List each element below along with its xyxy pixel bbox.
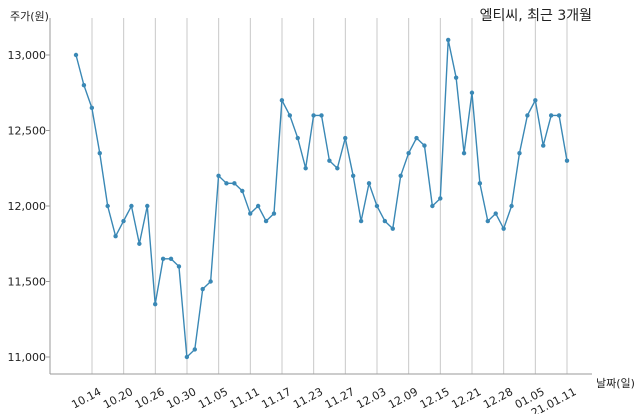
data-point bbox=[160, 256, 166, 262]
data-point bbox=[556, 113, 562, 118]
data-point bbox=[176, 264, 182, 269]
x-tick-label: 10.26 bbox=[133, 385, 167, 411]
series-layer bbox=[73, 37, 570, 360]
y-tick-label: 11,500 bbox=[8, 276, 47, 289]
chart-title: 엘티씨, 최근 3개월 bbox=[480, 8, 592, 24]
data-point bbox=[398, 173, 403, 178]
data-point bbox=[168, 256, 174, 262]
data-point bbox=[184, 354, 190, 360]
y-tick-label: 11,000 bbox=[8, 351, 47, 364]
data-point bbox=[343, 135, 348, 141]
data-point bbox=[493, 211, 498, 216]
data-point bbox=[430, 203, 435, 209]
data-point bbox=[287, 113, 293, 118]
x-tick-label: 12.21 bbox=[449, 385, 483, 411]
data-point bbox=[406, 150, 411, 156]
x-axis-label: 날짜(일) bbox=[596, 376, 635, 390]
x-tick-label: 12.09 bbox=[386, 385, 420, 411]
data-point bbox=[525, 113, 530, 118]
data-point bbox=[208, 279, 213, 284]
x-tick-label: 10.30 bbox=[164, 385, 198, 411]
grid-layer bbox=[91, 18, 568, 374]
data-point bbox=[295, 135, 300, 141]
data-point bbox=[232, 181, 237, 186]
data-point bbox=[509, 203, 514, 209]
data-point bbox=[446, 37, 451, 43]
data-point bbox=[97, 150, 102, 156]
data-point bbox=[200, 286, 205, 292]
data-point bbox=[485, 218, 491, 224]
x-tick-label: 12.03 bbox=[354, 385, 388, 411]
x-tick-label: 10.14 bbox=[69, 385, 103, 411]
data-point bbox=[145, 203, 150, 209]
data-point bbox=[240, 188, 245, 194]
x-tick-label: 12.28 bbox=[481, 385, 515, 411]
data-point bbox=[358, 218, 364, 224]
data-point bbox=[192, 347, 197, 352]
data-point bbox=[541, 143, 546, 148]
y-tick-label: 12,000 bbox=[8, 200, 47, 213]
data-point bbox=[255, 203, 261, 209]
axis-layer bbox=[46, 18, 592, 375]
data-point bbox=[548, 113, 554, 118]
y-axis-label: 주가(원) bbox=[10, 10, 49, 23]
data-point bbox=[248, 211, 253, 216]
data-point bbox=[129, 203, 134, 209]
data-point bbox=[414, 135, 419, 141]
data-point bbox=[319, 113, 324, 118]
x-tick-label: 11.17 bbox=[259, 385, 293, 411]
data-point bbox=[564, 158, 570, 163]
data-point bbox=[81, 83, 87, 88]
data-point bbox=[263, 218, 269, 224]
data-point bbox=[477, 181, 483, 186]
data-point bbox=[303, 166, 308, 171]
data-point bbox=[279, 98, 285, 103]
data-point bbox=[461, 150, 467, 156]
data-point bbox=[501, 226, 506, 231]
data-point bbox=[137, 241, 142, 246]
data-point bbox=[311, 113, 316, 118]
tick-layer: 10.1410.2010.2610.3011.0511.1111.1711.23… bbox=[8, 49, 579, 418]
data-point bbox=[382, 218, 388, 224]
x-tick-label: 12.15 bbox=[418, 385, 452, 411]
data-point bbox=[366, 181, 372, 186]
data-point bbox=[113, 234, 118, 239]
x-tick-label: 11.11 bbox=[228, 385, 262, 411]
data-point bbox=[438, 196, 443, 201]
x-tick-label: 11.05 bbox=[196, 385, 230, 411]
y-tick-label: 13,000 bbox=[8, 49, 47, 62]
data-point bbox=[73, 52, 79, 58]
data-point bbox=[105, 203, 110, 209]
x-tick-label: 11.23 bbox=[291, 385, 325, 411]
data-point bbox=[453, 75, 459, 80]
data-point bbox=[390, 226, 395, 231]
data-point bbox=[469, 90, 475, 95]
x-tick-label: 11.27 bbox=[323, 385, 357, 411]
data-point bbox=[517, 150, 522, 156]
data-point bbox=[335, 166, 340, 171]
price-line bbox=[75, 39, 568, 359]
data-point bbox=[350, 173, 356, 178]
data-point bbox=[89, 105, 95, 111]
y-tick-label: 12,500 bbox=[8, 125, 47, 138]
data-point bbox=[224, 181, 229, 186]
data-point bbox=[327, 158, 332, 163]
data-point bbox=[271, 211, 277, 216]
data-point bbox=[121, 218, 126, 224]
data-point bbox=[216, 173, 221, 178]
data-point bbox=[374, 203, 380, 209]
data-point bbox=[152, 301, 158, 307]
x-tick-label: 10.20 bbox=[101, 385, 135, 411]
data-point bbox=[422, 143, 427, 148]
data-point bbox=[533, 98, 538, 103]
